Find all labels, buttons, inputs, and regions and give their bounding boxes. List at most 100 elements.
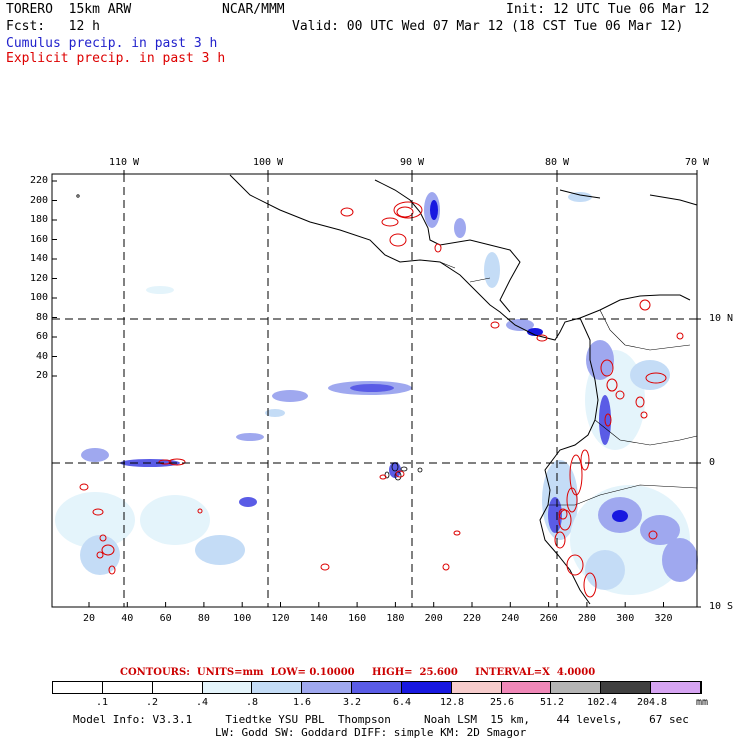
precip-contour bbox=[645, 372, 667, 384]
precip-blob bbox=[430, 200, 438, 220]
colorbar-swatch bbox=[651, 682, 701, 693]
precip-contour bbox=[96, 551, 104, 559]
center-name: NCAR/MMM bbox=[222, 2, 285, 17]
precip-contour bbox=[615, 390, 625, 400]
x-tick-label: 320 bbox=[654, 613, 673, 624]
colorbar-label: 6.4 bbox=[392, 697, 412, 708]
y-tick-label: 160 bbox=[29, 233, 48, 245]
coastline-mexico bbox=[229, 174, 581, 341]
y-tick-label: 80 bbox=[35, 311, 48, 323]
legend-explicit: Explicit precip. in past 3 h bbox=[6, 51, 226, 66]
model-name: TORERO 15km ARW bbox=[6, 2, 132, 17]
colorbar-label: 204.8 bbox=[636, 697, 668, 708]
colorbar-swatch bbox=[53, 682, 103, 693]
colorbar-swatch bbox=[451, 682, 502, 693]
precip-blob bbox=[484, 252, 500, 288]
cumulus-precip-shading bbox=[55, 192, 698, 595]
lon-label: 80 W bbox=[544, 157, 570, 168]
precip-blob bbox=[568, 192, 592, 202]
x-tick-label: 40 bbox=[121, 613, 134, 624]
axis-ticks bbox=[52, 170, 701, 608]
precip-contour bbox=[639, 299, 651, 311]
y-tick-label: 180 bbox=[29, 214, 48, 225]
x-tick-label: 120 bbox=[271, 613, 290, 624]
forecast-hour: Fcst: 12 h bbox=[6, 19, 100, 34]
precip-contour bbox=[566, 554, 584, 576]
precip-contour bbox=[197, 508, 203, 514]
precip-contour bbox=[583, 572, 597, 598]
x-tick-label: 260 bbox=[539, 613, 558, 624]
explicit-precip-contours bbox=[79, 201, 684, 598]
colorbar-swatch bbox=[252, 682, 303, 693]
colorbar-swatch bbox=[202, 682, 253, 693]
y-tick-label: 40 bbox=[35, 350, 48, 362]
y-tick-label: 220 bbox=[29, 175, 48, 186]
x-tick-label: 300 bbox=[616, 613, 635, 624]
colorbar-label: .2 bbox=[145, 697, 159, 708]
precip-contour bbox=[566, 487, 578, 513]
coastline-caribbean bbox=[559, 189, 698, 206]
country-borders bbox=[439, 261, 698, 506]
lat-label: 10 N bbox=[709, 313, 734, 324]
footer-physics: LW: Godd SW: Goddard DIFF: simple KM: 2D… bbox=[215, 726, 527, 739]
colorbar bbox=[52, 681, 702, 694]
precip-contour bbox=[92, 508, 104, 516]
y-tick-label: 200 bbox=[29, 194, 48, 206]
colorbar-swatch bbox=[152, 682, 203, 693]
y-tick-label: 140 bbox=[29, 253, 48, 264]
precip-blob bbox=[239, 497, 257, 507]
precip-contour bbox=[580, 449, 590, 471]
precip-blob bbox=[265, 409, 285, 417]
precip-contour bbox=[600, 359, 614, 377]
colorbar-label: 1.6 bbox=[292, 697, 312, 708]
colorbar-swatch bbox=[501, 682, 552, 693]
colorbar-swatch bbox=[401, 682, 452, 693]
lon-label: 100 W bbox=[252, 157, 284, 168]
x-tick-label: 140 bbox=[309, 613, 328, 624]
colorbar-swatch bbox=[102, 682, 153, 693]
precip-contour bbox=[554, 531, 566, 549]
x-tick-label: 220 bbox=[462, 613, 482, 624]
colorbar-label: 51.2 bbox=[539, 697, 565, 708]
x-tick-label: 200 bbox=[424, 613, 443, 624]
lon-label: 70 W bbox=[684, 157, 710, 168]
lat-label: 10 S bbox=[709, 601, 734, 612]
y-tick-label: 100 bbox=[29, 292, 48, 303]
precip-contour bbox=[604, 413, 612, 427]
colorbar-swatch bbox=[551, 682, 602, 693]
precip-contour bbox=[606, 378, 618, 392]
colorbar-label: 12.8 bbox=[439, 697, 465, 708]
x-tick-label: 60 bbox=[159, 613, 172, 624]
x-tick-label: 240 bbox=[501, 613, 520, 624]
precip-blob bbox=[81, 448, 109, 462]
colorbar-swatch bbox=[601, 682, 652, 693]
x-tick-label: 80 bbox=[197, 613, 210, 624]
precip-contour bbox=[158, 459, 172, 465]
x-tick-label: 160 bbox=[348, 613, 367, 624]
precip-contour bbox=[453, 530, 461, 536]
precip-contour bbox=[640, 411, 648, 419]
precip-contour bbox=[395, 470, 405, 478]
precip-contour bbox=[676, 332, 684, 340]
precip-contour bbox=[536, 334, 548, 342]
lon-label: 110 W bbox=[108, 157, 140, 168]
precip-blob bbox=[612, 510, 628, 522]
x-tick-label: 20 bbox=[82, 613, 96, 624]
precip-blob bbox=[548, 497, 562, 533]
precip-contour bbox=[108, 565, 116, 575]
init-time: Init: 12 UTC Tue 06 Mar 12 bbox=[506, 2, 710, 17]
precip-blob bbox=[55, 492, 135, 548]
precip-blob bbox=[195, 535, 245, 565]
map-frame bbox=[51, 173, 698, 608]
latlon-grid bbox=[52, 174, 697, 607]
precip-contour bbox=[393, 201, 423, 219]
precip-contour bbox=[379, 474, 387, 480]
colorbar-label: .4 bbox=[195, 697, 209, 708]
precip-contour bbox=[340, 207, 354, 217]
legend-cumulus: Cumulus precip. in past 3 h bbox=[6, 36, 218, 51]
precip-contour bbox=[635, 396, 645, 408]
precip-blob bbox=[140, 495, 210, 545]
colorbar-label: .1 bbox=[95, 697, 109, 708]
precip-blob bbox=[350, 384, 394, 392]
